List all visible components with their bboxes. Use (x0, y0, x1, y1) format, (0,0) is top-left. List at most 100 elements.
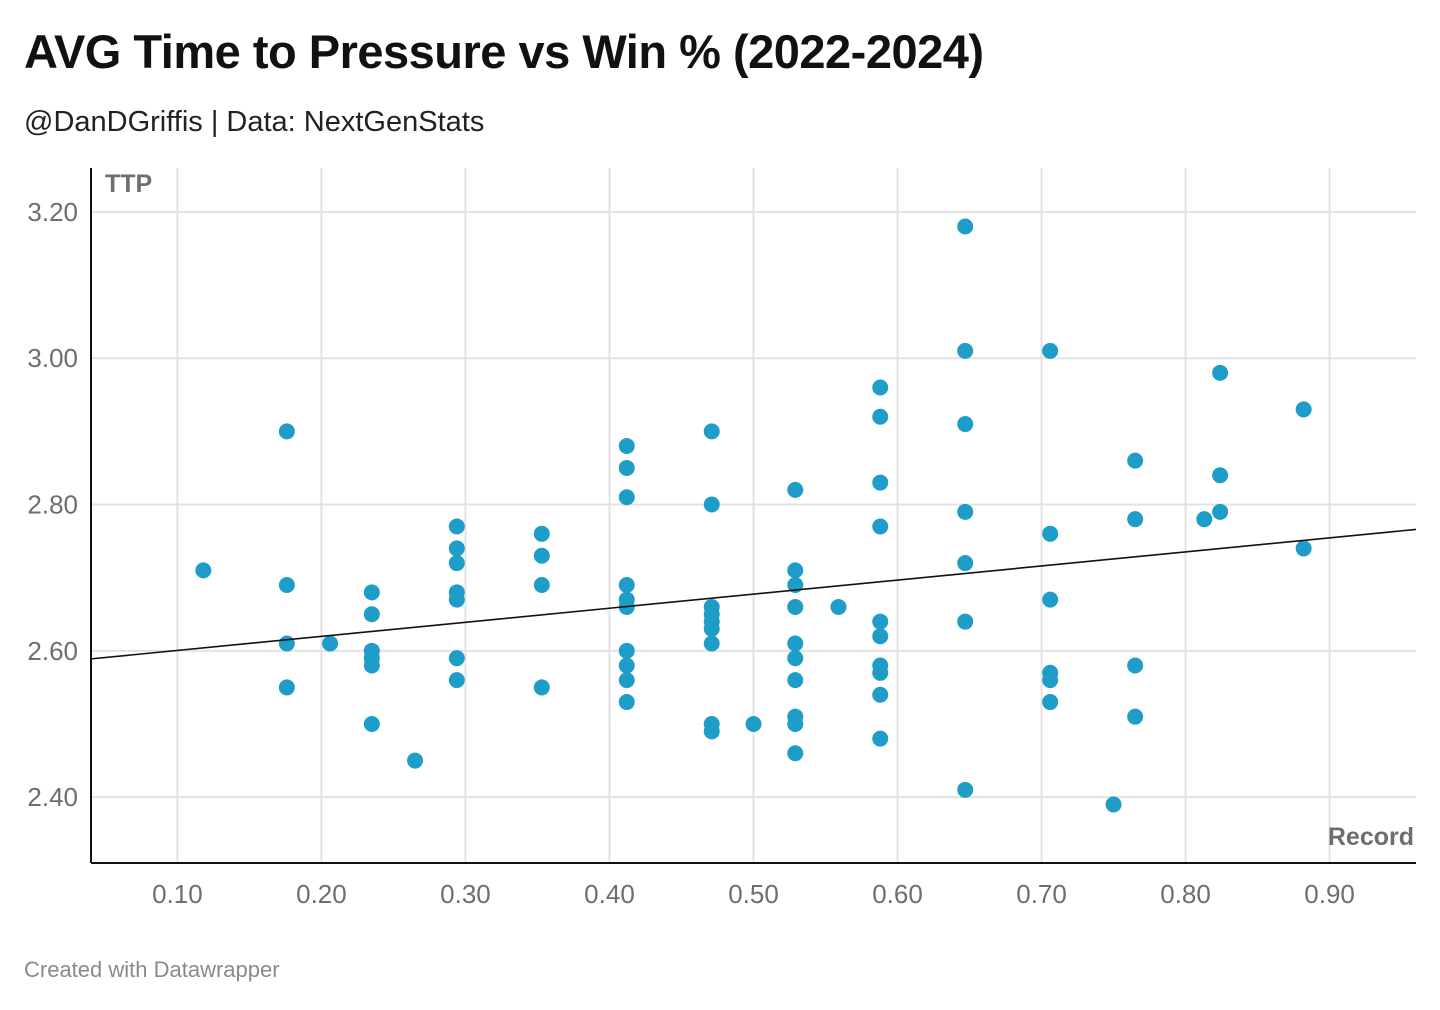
data-point (957, 781, 974, 798)
data-point (533, 577, 550, 593)
data-point (787, 745, 804, 762)
data-point (1295, 540, 1312, 557)
data-point (703, 423, 720, 440)
data-point (618, 577, 635, 593)
data-point (787, 672, 804, 689)
data-point (957, 416, 974, 433)
x-tick-label: 0.50 (728, 879, 779, 909)
data-point (618, 657, 635, 674)
trendline-group (90, 528, 1417, 660)
data-point (957, 342, 974, 359)
data-point (703, 723, 720, 740)
chart-title: AVG Time to Pressure vs Win % (2022-2024… (24, 25, 984, 78)
data-point (1042, 672, 1059, 689)
tick-labels: 2.40 2.60 2.80 3.00 3.20 0.10 0.20 0.30 0.40 0.50… (27, 197, 1355, 909)
y-tick-label: 2.40 (27, 782, 78, 812)
data-point (278, 679, 295, 696)
data-point (957, 503, 974, 520)
data-point (533, 547, 550, 564)
trendline (90, 528, 1417, 660)
data-point (703, 620, 720, 637)
data-point (618, 694, 635, 711)
data-point (278, 423, 295, 440)
y-tick-label: 2.60 (27, 636, 78, 666)
data-point (787, 562, 804, 579)
data-point (322, 635, 339, 652)
data-point (1042, 342, 1059, 359)
data-point (703, 496, 720, 513)
data-point (448, 650, 465, 667)
data-point (618, 459, 635, 476)
gridlines (91, 168, 1416, 863)
data-point (448, 518, 465, 535)
x-tick-label: 0.70 (1016, 879, 1067, 909)
axes: TTP Record (90, 168, 1416, 864)
data-point (1127, 657, 1144, 674)
x-tick-label: 0.20 (296, 879, 347, 909)
footer-credit: Created with Datawrapper (24, 957, 280, 982)
data-point (787, 716, 804, 732)
data-point (872, 474, 889, 491)
y-tick-label: 3.20 (27, 197, 78, 227)
data-point (1196, 511, 1213, 528)
data-point (618, 438, 635, 454)
y-tick-label: 2.80 (27, 490, 78, 520)
data-point (872, 628, 889, 645)
data-point (195, 562, 212, 579)
x-tick-label: 0.60 (872, 879, 923, 909)
data-point (1127, 708, 1144, 725)
data-point (1212, 364, 1229, 381)
data-point (745, 716, 762, 732)
chart-subtitle: @DanDGriffis | Data: NextGenStats (24, 106, 485, 138)
data-point (1105, 796, 1122, 813)
data-point (278, 635, 295, 652)
data-point (1127, 452, 1144, 469)
x-tick-label: 0.10 (152, 879, 203, 909)
data-point (448, 591, 465, 608)
data-point (1042, 591, 1059, 608)
data-point (1295, 401, 1312, 418)
data-point (872, 686, 889, 703)
data-point (448, 555, 465, 572)
data-point (618, 642, 635, 659)
x-tick-label: 0.30 (440, 879, 491, 909)
data-point (1042, 525, 1059, 542)
data-point (872, 730, 889, 747)
data-point (1042, 694, 1059, 711)
x-tick-label: 0.90 (1304, 879, 1355, 909)
data-point (787, 635, 804, 652)
x-tick-label: 0.80 (1160, 879, 1211, 909)
data-point (448, 672, 465, 689)
data-point (957, 555, 974, 572)
data-point (363, 716, 380, 732)
data-point (533, 679, 550, 696)
data-point (363, 657, 380, 674)
data-point (533, 525, 550, 542)
y-tick-label: 3.00 (27, 343, 78, 373)
data-point (872, 613, 889, 630)
data-point (618, 489, 635, 506)
data-points (195, 218, 1312, 813)
data-point (363, 606, 380, 623)
data-point (787, 481, 804, 498)
data-point (1127, 511, 1144, 528)
data-point (278, 577, 295, 593)
data-point (957, 613, 974, 630)
data-point (872, 379, 889, 396)
data-point (448, 540, 465, 557)
x-axis-title: Record (1328, 823, 1414, 851)
x-tick-label: 0.40 (584, 879, 635, 909)
data-point (787, 650, 804, 667)
data-point (872, 518, 889, 535)
data-point (957, 218, 974, 235)
data-point (872, 408, 889, 425)
data-point (407, 752, 424, 769)
y-axis-title: TTP (105, 170, 152, 198)
data-point (830, 598, 847, 615)
data-point (787, 598, 804, 615)
data-point (703, 635, 720, 652)
data-point (1212, 467, 1229, 484)
data-point (618, 672, 635, 689)
data-point (1212, 503, 1229, 520)
